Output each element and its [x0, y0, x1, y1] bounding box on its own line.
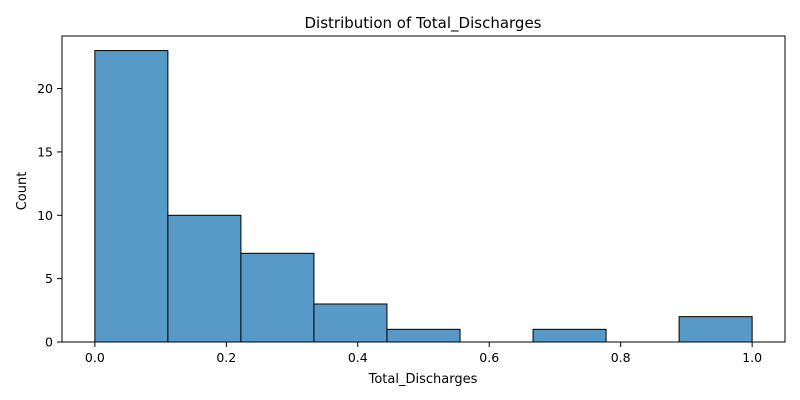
histogram-bar — [94, 50, 169, 343]
y-tick-label: 10 — [37, 208, 53, 223]
x-tick-label: 1.0 — [742, 350, 762, 365]
histogram-bar — [678, 316, 753, 343]
histogram-bar — [313, 303, 388, 343]
x-axis-label: Total_Discharges — [368, 372, 478, 387]
y-tick-label: 15 — [37, 144, 53, 159]
y-tick-label: 5 — [45, 271, 53, 286]
x-tick-label: 0.8 — [611, 350, 631, 365]
histogram-bar — [167, 214, 242, 343]
x-axis-ticks: 0.0 0.2 0.4 0.6 0.8 1.0 — [85, 342, 762, 365]
histogram-bar — [386, 328, 461, 343]
y-axis-label: Count — [15, 172, 30, 211]
y-axis-ticks: 0 5 10 15 20 — [37, 81, 62, 350]
x-tick-label: 0.2 — [216, 350, 236, 365]
y-tick-label: 20 — [37, 81, 53, 96]
y-tick-label: 0 — [45, 335, 53, 350]
plot-frame — [61, 35, 786, 343]
histogram-bar — [532, 328, 607, 343]
x-tick-label: 0.6 — [479, 350, 499, 365]
histogram-bar — [240, 252, 315, 343]
x-tick-label: 0.0 — [85, 350, 105, 365]
chart-title: Distribution of Total_Discharges — [305, 14, 542, 33]
bars-group — [94, 50, 753, 343]
x-tick-label: 0.4 — [348, 350, 368, 365]
